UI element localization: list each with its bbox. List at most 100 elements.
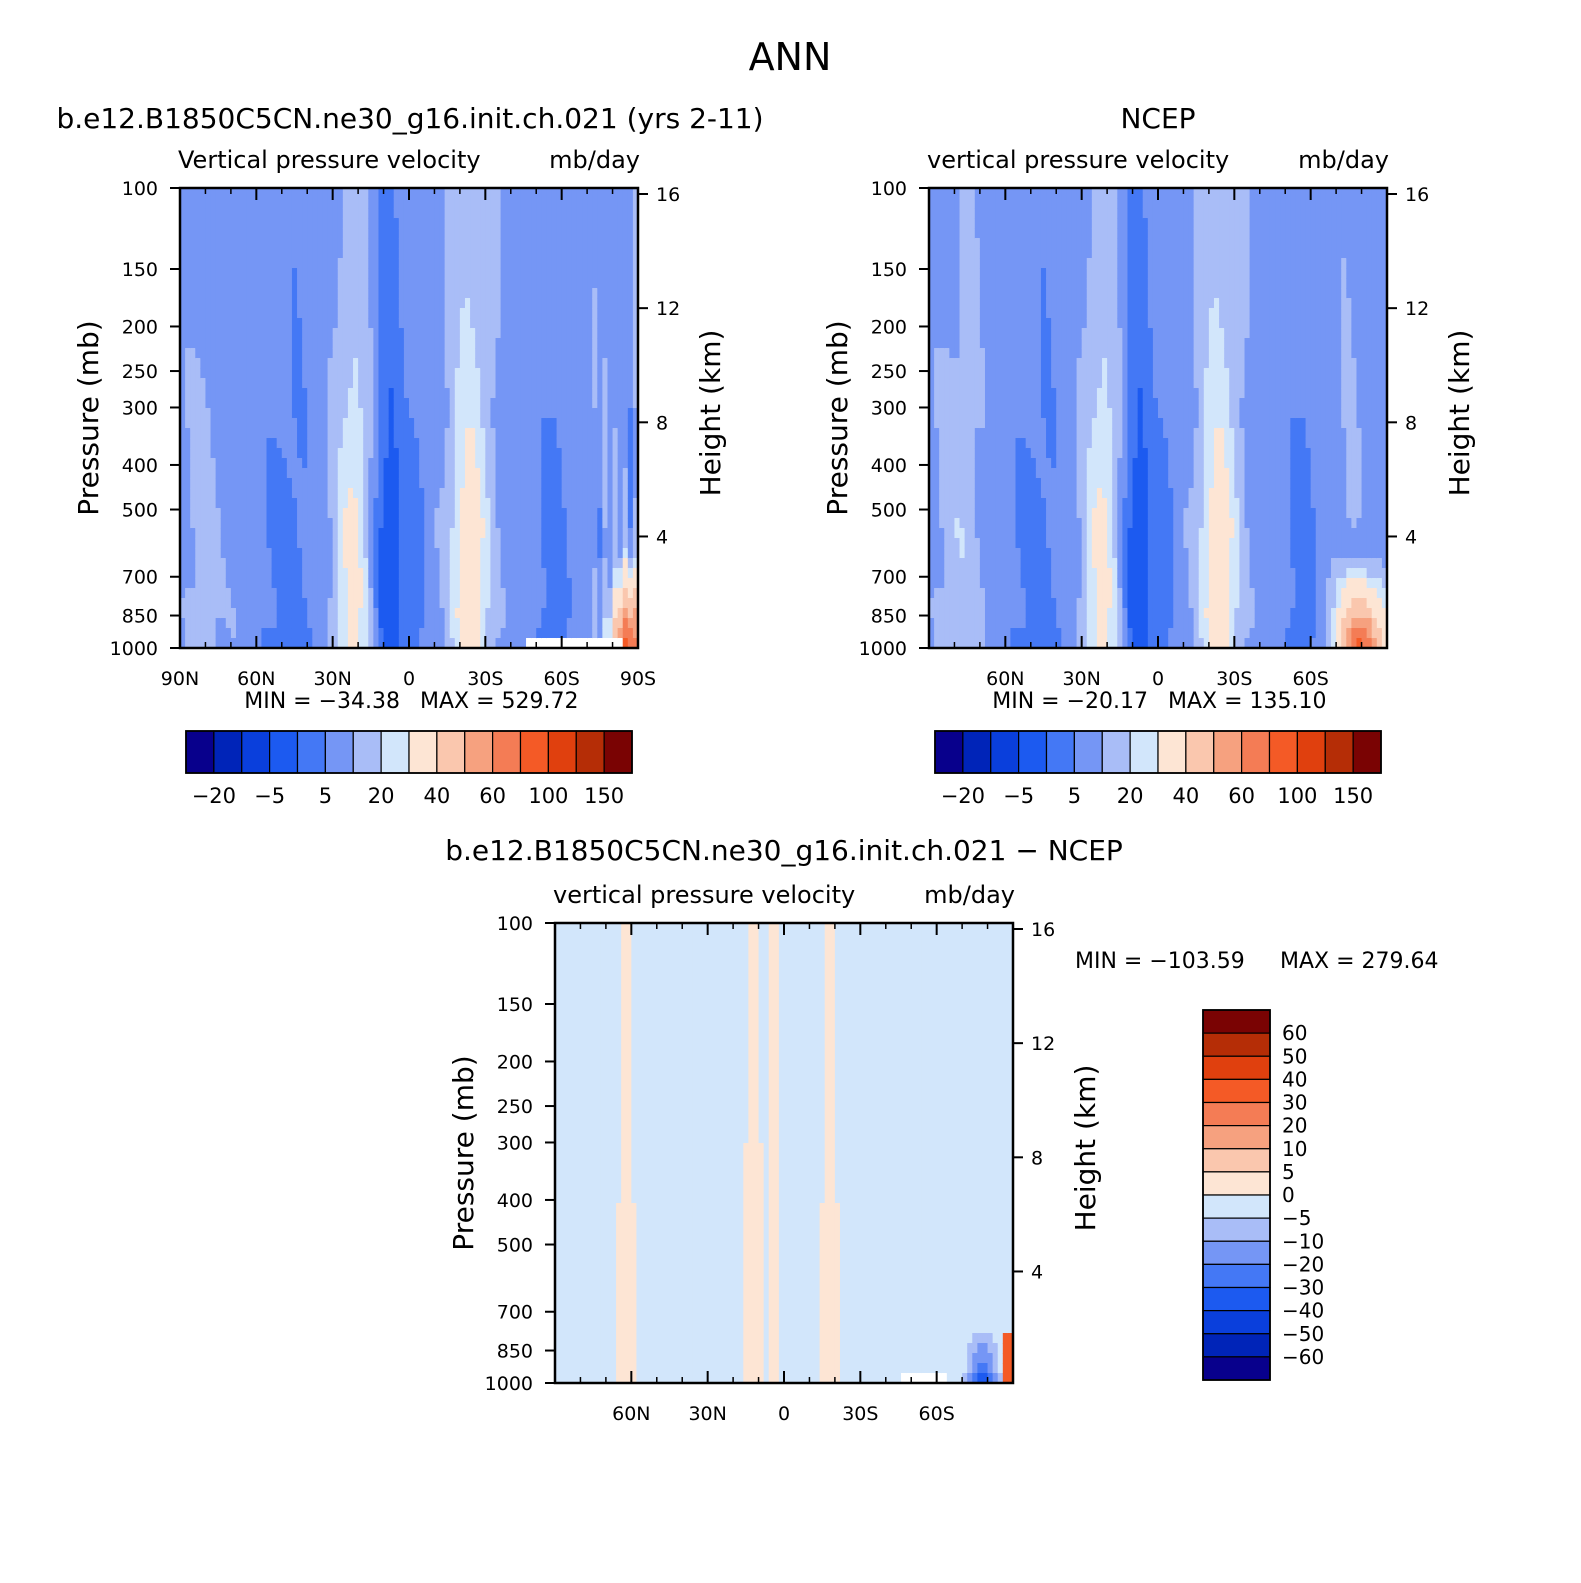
field-cell	[429, 558, 436, 569]
field-cell	[286, 358, 293, 369]
field-cell	[429, 218, 436, 229]
field-cell	[200, 238, 207, 249]
field-cell	[403, 488, 410, 499]
field-cell	[388, 328, 395, 339]
field-cell	[419, 568, 425, 579]
field-cell	[520, 458, 527, 469]
field-cell	[510, 518, 517, 529]
field-cell	[454, 298, 461, 309]
field-cell	[398, 488, 405, 499]
field-cell	[995, 378, 1001, 389]
field-cell	[592, 268, 598, 279]
field-cell	[526, 388, 532, 399]
field-cell	[974, 308, 981, 319]
field-cell	[409, 468, 415, 479]
field-cell	[195, 348, 201, 359]
field-cell	[969, 188, 976, 199]
field-cell	[200, 598, 207, 609]
field-cell	[378, 258, 385, 269]
field-cell	[1005, 388, 1012, 399]
field-cell	[969, 638, 976, 649]
field-cell	[464, 628, 471, 639]
field-cell	[368, 268, 374, 279]
field-cell	[536, 608, 542, 619]
field-cell	[979, 498, 986, 509]
field-cell	[210, 608, 217, 619]
field-cell	[225, 448, 232, 459]
field-cell	[984, 598, 991, 609]
lat-tick-label: 60S	[544, 668, 580, 690]
field-cell	[627, 618, 634, 629]
field-cell	[520, 338, 527, 349]
field-cell	[347, 318, 354, 329]
field-cell	[531, 328, 537, 339]
field-cell	[531, 408, 537, 419]
field-cell	[470, 378, 476, 389]
field-cell	[322, 468, 329, 479]
field-cell	[200, 608, 207, 619]
field-cell	[235, 408, 242, 419]
field-cell	[388, 208, 395, 219]
field-cell	[337, 408, 344, 419]
field-cell	[353, 498, 359, 509]
field-cell	[607, 458, 614, 469]
field-cell	[388, 278, 395, 289]
field-cell	[444, 258, 451, 269]
field-cell	[510, 598, 517, 609]
field-cell	[546, 338, 553, 349]
field-cell	[297, 228, 303, 239]
field-cell	[271, 468, 278, 479]
field-cell	[470, 568, 476, 579]
field-cell	[180, 598, 186, 609]
field-cell	[373, 558, 380, 569]
field-cell	[307, 358, 313, 369]
field-cell	[480, 588, 486, 599]
field-cell	[215, 358, 222, 369]
field-cell	[464, 468, 471, 479]
field-cell	[327, 468, 334, 479]
field-cell	[332, 448, 339, 459]
field-cell	[317, 328, 324, 339]
field-cell	[959, 438, 966, 449]
field-cell	[622, 288, 629, 299]
field-cell	[271, 608, 278, 619]
field-cell	[531, 218, 537, 229]
field-cell	[337, 328, 344, 339]
field-cell	[327, 388, 334, 399]
field-cell	[444, 518, 451, 529]
field-cell	[597, 418, 603, 429]
field-cell	[500, 428, 507, 439]
field-cell	[969, 548, 976, 559]
field-cell	[984, 538, 991, 549]
field-cell	[602, 618, 609, 629]
field-cell	[632, 368, 639, 379]
field-cell	[251, 218, 257, 229]
field-cell	[312, 508, 318, 519]
field-cell	[597, 508, 603, 519]
field-cell	[929, 368, 935, 379]
field-cell	[464, 228, 471, 239]
field-cell	[220, 498, 227, 509]
field-cell	[617, 468, 624, 479]
field-cell	[551, 298, 558, 309]
field-cell	[230, 638, 237, 649]
field-cell	[561, 608, 568, 619]
field-cell	[439, 558, 446, 569]
field-cell	[531, 358, 537, 369]
field-cell	[470, 468, 476, 479]
field-cell	[510, 548, 517, 559]
field-cell	[612, 338, 619, 349]
field-cell	[995, 398, 1001, 409]
field-cell	[322, 218, 329, 229]
field-cell	[205, 478, 212, 489]
field-cell	[246, 338, 252, 349]
field-cell	[541, 638, 547, 649]
field-cell	[470, 628, 476, 639]
field-cell	[592, 218, 598, 229]
field-cell	[185, 258, 191, 269]
field-cell	[241, 598, 247, 609]
field-cell	[546, 298, 553, 309]
field-cell	[592, 278, 598, 289]
field-cell	[302, 538, 308, 549]
field-cell	[526, 548, 532, 559]
